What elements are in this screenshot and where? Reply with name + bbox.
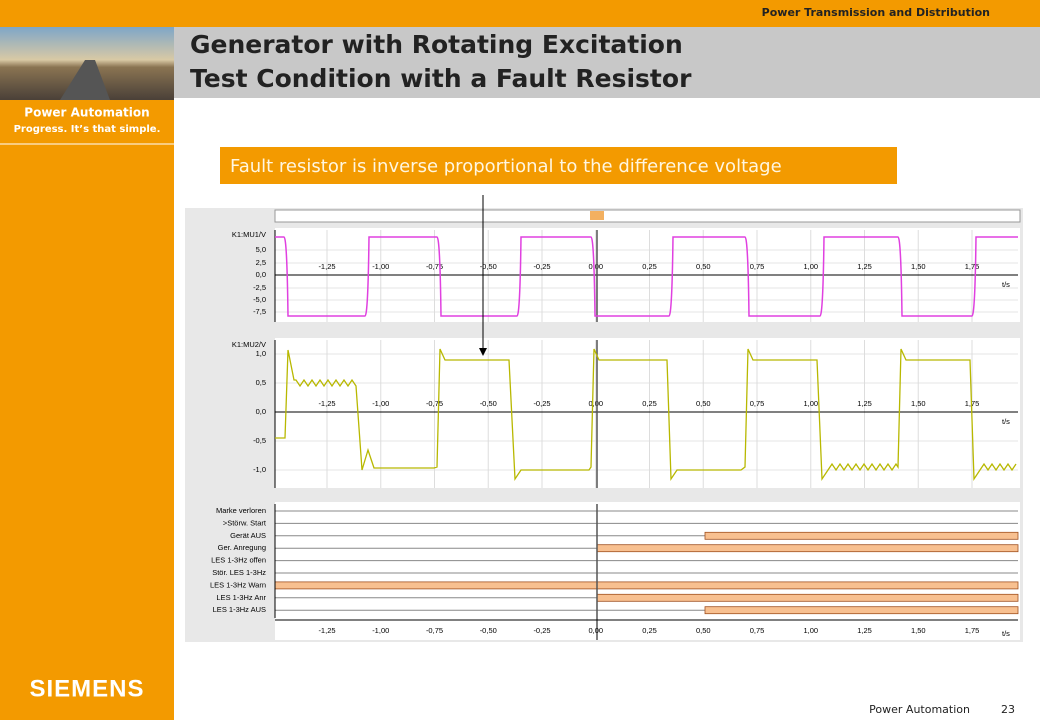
road bbox=[60, 60, 110, 100]
time-tick-label: 0,50 bbox=[696, 399, 711, 408]
time-tick-label: 0,75 bbox=[750, 262, 765, 271]
time-tick-label: -1,25 bbox=[318, 626, 335, 635]
waveform bbox=[275, 348, 1017, 482]
binary-label: LES 1-3Hz AUS bbox=[213, 605, 266, 614]
binary-label: Gerät AUS bbox=[230, 531, 266, 540]
time-tick-label: -1,00 bbox=[372, 399, 389, 408]
binary-label: Marke verloren bbox=[216, 506, 266, 515]
binary-label: LES 1-3Hz offen bbox=[211, 556, 266, 565]
y-tick-label: 0,5 bbox=[256, 378, 266, 387]
time-tick-label: 0,00 bbox=[588, 262, 603, 271]
title: Test Condition with a Fault Resistor bbox=[190, 64, 692, 93]
page-number: 23 bbox=[1001, 703, 1015, 716]
time-tick-label: 1,25 bbox=[857, 626, 872, 635]
time-tick-label: -0,50 bbox=[480, 626, 497, 635]
time-tick-label: 1,00 bbox=[803, 262, 818, 271]
time-tick-label: 0,50 bbox=[696, 626, 711, 635]
time-tick-label: -1,00 bbox=[372, 262, 389, 271]
callout: Fault resistor is inverse proportional t… bbox=[230, 156, 782, 177]
binary-bar bbox=[596, 544, 1019, 553]
time-tick-label: 1,25 bbox=[857, 262, 872, 271]
time-tick-label: 0,50 bbox=[696, 262, 711, 271]
brand: Power Automation bbox=[24, 106, 149, 120]
time-tick-label: 1,75 bbox=[965, 262, 980, 271]
time-tick-label: -1,25 bbox=[318, 262, 335, 271]
time-tick-label: 0,25 bbox=[642, 262, 657, 271]
time-tick-label: 0,25 bbox=[642, 626, 657, 635]
division: Power Transmission and Distribution bbox=[762, 6, 990, 19]
time-tick-label: 0,00 bbox=[588, 399, 603, 408]
channel-label: K1:MU2/V bbox=[232, 340, 266, 349]
time-tick-label: 1,50 bbox=[911, 262, 926, 271]
time-tick-label: 0,75 bbox=[750, 399, 765, 408]
time-tick-label: 1,00 bbox=[803, 399, 818, 408]
y-tick-label: -0,5 bbox=[253, 436, 266, 445]
binary-bar bbox=[274, 581, 1019, 590]
binary-label: Stör. LES 1-3Hz bbox=[212, 568, 266, 577]
time-tick-label: -0,50 bbox=[480, 399, 497, 408]
scroll-thumb bbox=[590, 211, 604, 220]
title-band bbox=[174, 27, 1040, 98]
time-tick-label: 1,00 bbox=[803, 626, 818, 635]
time-tick-label: -0,25 bbox=[533, 626, 550, 635]
time-tick-label: 0,75 bbox=[750, 626, 765, 635]
y-tick-label: -2,5 bbox=[253, 283, 266, 292]
y-tick-label: 1,0 bbox=[256, 349, 266, 358]
sidebar bbox=[0, 0, 174, 720]
time-tick-label: -0,75 bbox=[426, 262, 443, 271]
time-tick-label: -0,25 bbox=[533, 399, 550, 408]
arrow-head bbox=[479, 348, 487, 356]
time-tick-label: 1,50 bbox=[911, 626, 926, 635]
time-tick-label: 1,75 bbox=[965, 626, 980, 635]
time-tick-label: -1,00 bbox=[372, 626, 389, 635]
time-tick-label: 1,25 bbox=[857, 399, 872, 408]
y-tick-label: 5,0 bbox=[256, 245, 266, 254]
footer-label: Power Automation bbox=[869, 703, 970, 716]
tagline: Progress. It’s that simple. bbox=[14, 124, 161, 135]
time-unit: t/s bbox=[1002, 629, 1010, 638]
y-tick-label: -1,0 bbox=[253, 465, 266, 474]
time-unit: t/s bbox=[1002, 417, 1010, 426]
time-tick-label: 0,00 bbox=[588, 626, 603, 635]
title: Generator with Rotating Excitation bbox=[190, 30, 683, 59]
panel bbox=[275, 502, 1020, 640]
y-tick-label: 2,5 bbox=[256, 258, 266, 267]
time-unit: t/s bbox=[1002, 280, 1010, 289]
y-tick-label: -5,0 bbox=[253, 295, 266, 304]
callout-box bbox=[220, 147, 897, 184]
panel bbox=[275, 338, 1020, 488]
binary-label: >Störw. Start bbox=[223, 518, 267, 527]
binary-label: Ger. Anregung bbox=[218, 543, 266, 552]
y-tick-label: 0,0 bbox=[256, 407, 266, 416]
y-tick-label: 0,0 bbox=[256, 270, 266, 279]
time-tick-label: -0,75 bbox=[426, 399, 443, 408]
time-tick-label: 0,25 bbox=[642, 399, 657, 408]
time-tick-label: -0,75 bbox=[426, 626, 443, 635]
time-tick-label: -0,25 bbox=[533, 262, 550, 271]
binary-bar bbox=[704, 606, 1019, 615]
time-tick-label: -1,25 bbox=[318, 399, 335, 408]
logo: SIEMENS bbox=[29, 675, 144, 702]
binary-label: LES 1-3Hz Warn bbox=[210, 580, 266, 589]
binary-bar bbox=[704, 531, 1019, 540]
binary-bar bbox=[596, 593, 1019, 602]
waveform bbox=[275, 236, 1018, 317]
scrollbar bbox=[274, 209, 1021, 223]
binary-label: LES 1-3Hz Anr bbox=[216, 593, 266, 602]
channel-label: K1:MU1/V bbox=[232, 230, 266, 239]
time-tick-label: -0,50 bbox=[480, 262, 497, 271]
y-tick-label: -7,5 bbox=[253, 307, 266, 316]
time-tick-label: 1,50 bbox=[911, 399, 926, 408]
